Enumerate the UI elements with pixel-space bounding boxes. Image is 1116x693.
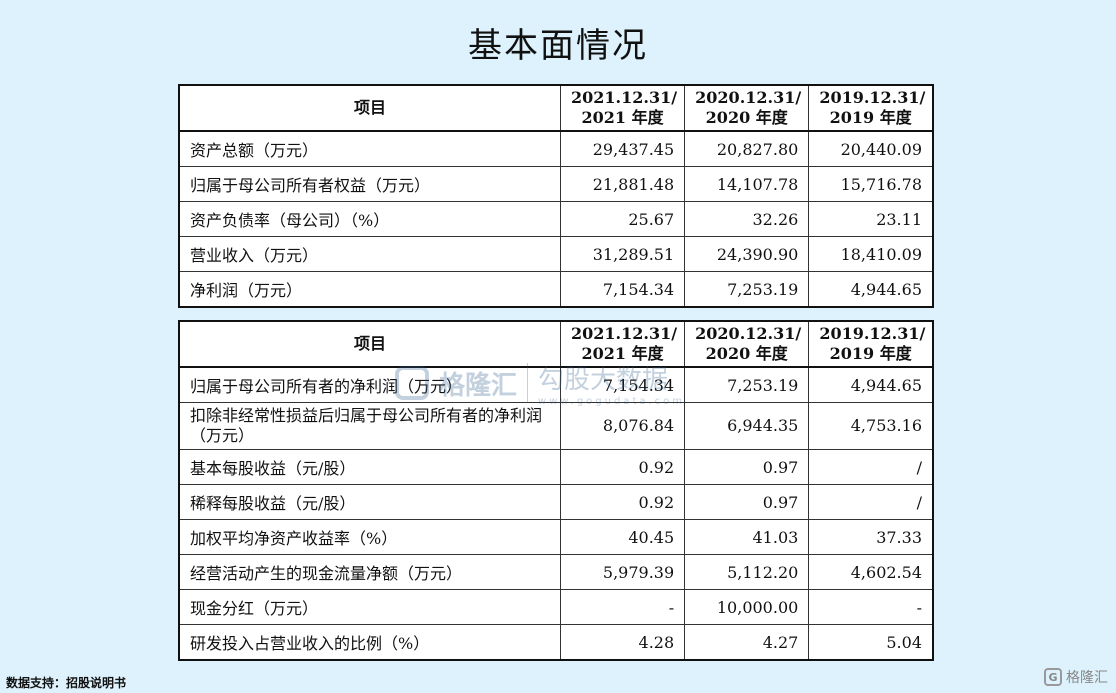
table-header-row: 项目 2021.12.31/ 2021 年度 2020.12.31/ 2020 年度… [178,320,934,368]
data-source-note: 数据支持：招股说明书 [6,676,127,690]
table-row: 经营活动产生的现金流量净额（万元） 5,979.39 5,112.20 4,602.5… [178,554,934,590]
row-label: 归属于母公司所有者的净利润（万元） [178,366,561,403]
cell-value: 24,390.90 [684,236,810,272]
cell-value: 18,410.09 [808,236,934,272]
cell-value: 15,716.78 [808,166,934,202]
cell-value: 41.03 [684,519,810,555]
cell-value: - [808,589,934,625]
cell-value: 4.28 [559,624,686,661]
financial-table-2: 项目 2021.12.31/ 2021 年度 2020.12.31/ 2020 年度… [178,320,934,661]
cell-value: 40.45 [559,519,686,555]
row-label: 营业收入（万元） [178,236,561,272]
cell-value: 37.33 [808,519,934,555]
column-header: 2020.12.31/ 2020 年度 [684,84,810,132]
cell-value: 7,253.19 [684,366,810,403]
logo-text: 格隆汇 [1066,670,1108,686]
cell-value: 31,289.51 [559,236,686,272]
cell-value: 7,253.19 [684,271,810,308]
brand-logo: G 格隆汇 [1044,666,1108,688]
row-label: 扣除非经常性损益后归属于母公司所有者的净利润（万元） [178,402,561,450]
cell-value: 5,112.20 [684,554,810,590]
cell-value: 4,753.16 [808,402,934,450]
cell-value: 5.04 [808,624,934,661]
table-row: 归属于母公司所有者的净利润（万元） 7,154.34 7,253.19 4,944.6… [178,366,934,403]
column-header: 2021.12.31/ 2021 年度 [559,320,686,368]
cell-value: 0.97 [684,484,810,520]
cell-value: - [559,589,686,625]
row-label: 经营活动产生的现金流量净额（万元） [178,554,561,590]
financial-table-1: 项目 2021.12.31/ 2021 年度 2020.12.31/ 2020 年度… [178,84,934,308]
page-title: 基本面情况 [468,26,648,66]
cell-value: 4.27 [684,624,810,661]
cell-value: 6,944.35 [684,402,810,450]
table-row: 资产总额（万元） 29,437.45 20,827.80 20,440.09 [178,130,934,167]
cell-value: 29,437.45 [559,130,686,167]
cell-value: 21,881.48 [559,166,686,202]
row-label: 研发投入占营业收入的比例（%） [178,624,561,661]
logo-icon: G [1044,668,1062,686]
cell-value: 8,076.84 [559,402,686,450]
row-label: 加权平均净资产收益率（%） [178,519,561,555]
row-label: 净利润（万元） [178,271,561,308]
table-row: 稀释每股收益（元/股） 0.92 0.97/ [178,484,934,520]
table-row: 研发投入占营业收入的比例（%） 4.28 4.27 5.04 [178,624,934,661]
table-header-row: 项目 2021.12.31/ 2021 年度 2020.12.31/ 2020 年度… [178,84,934,132]
table-row: 扣除非经常性损益后归属于母公司所有者的净利润（万元） 8,076.84 6,944.… [178,402,934,450]
cell-value: / [808,484,934,520]
table-row: 净利润（万元） 7,154.34 7,253.19 4,944.65 [178,271,934,308]
cell-value: 0.97 [684,449,810,485]
cell-value: 0.92 [559,484,686,520]
table-row: 营业收入（万元） 31,289.51 24,390.90 18,410.09 [178,236,934,272]
table-row: 基本每股收益（元/股） 0.92 0.97/ [178,449,934,485]
column-header: 2019.12.31/ 2019 年度 [808,320,934,368]
cell-value: / [808,449,934,485]
row-label: 资产负债率（母公司）（%） [178,201,561,237]
cell-value: 4,602.54 [808,554,934,590]
row-label: 稀释每股收益（元/股） [178,484,561,520]
column-header: 2020.12.31/ 2020 年度 [684,320,810,368]
cell-value: 7,154.34 [559,366,686,403]
cell-value: 4,944.65 [808,366,934,403]
cell-value: 4,944.65 [808,271,934,308]
column-header: 2021.12.31/ 2021 年度 [559,84,686,132]
cell-value: 0.92 [559,449,686,485]
row-label: 基本每股收益（元/股） [178,449,561,485]
cell-value: 20,440.09 [808,130,934,167]
cell-value: 32.26 [684,201,810,237]
cell-value: 20,827.80 [684,130,810,167]
row-label: 归属于母公司所有者权益（万元） [178,166,561,202]
table-row: 加权平均净资产收益率（%） 40.45 41.03 37.33 [178,519,934,555]
column-header: 2019.12.31/ 2019 年度 [808,84,934,132]
table-row: 现金分红（万元） -10,000.00- [178,589,934,625]
cell-value: 23.11 [808,201,934,237]
cell-value: 7,154.34 [559,271,686,308]
row-label: 资产总额（万元） [178,130,561,167]
table-row: 归属于母公司所有者权益（万元） 21,881.48 14,107.78 15,716.… [178,166,934,202]
column-header: 项目 [178,320,561,368]
cell-value: 25.67 [559,201,686,237]
cell-value: 10,000.00 [684,589,810,625]
table-row: 资产负债率（母公司）（%） 25.67 32.26 23.11 [178,201,934,237]
cell-value: 14,107.78 [684,166,810,202]
cell-value: 5,979.39 [559,554,686,590]
row-label: 现金分红（万元） [178,589,561,625]
column-header: 项目 [178,84,561,132]
